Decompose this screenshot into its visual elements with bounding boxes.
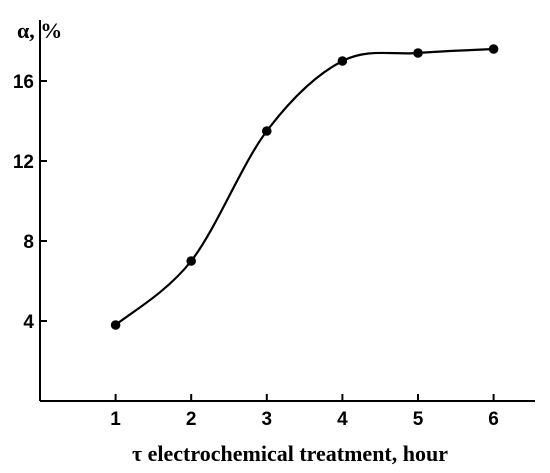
x-tick-label-4: 4 (337, 409, 348, 430)
data-point-3 (262, 126, 272, 136)
x-axis-title: τ electrochemical treatment, hour (132, 441, 448, 466)
y-ticks: 4 8 12 16 (13, 72, 47, 333)
x-tick-label-1: 1 (110, 409, 121, 430)
x-ticks: 1 2 3 4 5 6 (110, 394, 499, 430)
data-point-6 (488, 44, 499, 54)
data-point-5 (413, 48, 423, 58)
data-point-2 (186, 256, 196, 266)
data-point-4 (337, 56, 348, 66)
x-tick-label-5: 5 (413, 409, 424, 430)
y-tick-label-8: 8 (23, 232, 34, 253)
y-axis-title: α, % (17, 18, 62, 43)
y-tick-label-4: 4 (23, 312, 34, 333)
data-points (110, 44, 499, 330)
x-tick-label-2: 2 (186, 409, 197, 430)
data-point-1 (110, 320, 121, 330)
series-line (114, 47, 494, 326)
x-tick-label-3: 3 (262, 409, 273, 430)
y-tick-label-12: 12 (13, 152, 34, 173)
y-tick-label-16: 16 (13, 72, 34, 93)
x-tick-label-6: 6 (488, 409, 499, 430)
